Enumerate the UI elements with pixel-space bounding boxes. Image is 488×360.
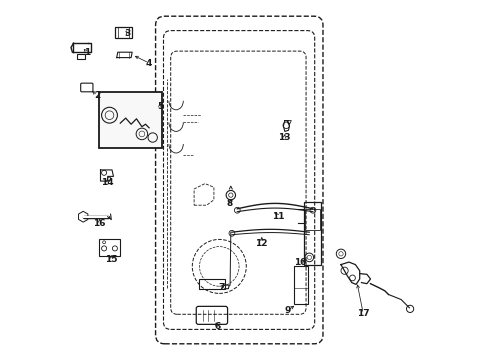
Text: 13: 13 — [277, 133, 290, 142]
Text: 7: 7 — [218, 284, 224, 292]
Bar — [199, 279, 224, 289]
Bar — [305, 209, 320, 230]
Text: 5: 5 — [157, 102, 163, 111]
Text: 12: 12 — [255, 238, 267, 248]
Text: 3: 3 — [124, 29, 130, 38]
Text: 15: 15 — [105, 256, 117, 264]
Text: 10: 10 — [293, 258, 306, 267]
Bar — [99, 239, 120, 256]
Text: 14: 14 — [101, 178, 113, 187]
Text: 9: 9 — [284, 306, 290, 315]
Text: 8: 8 — [226, 199, 233, 208]
Bar — [77, 54, 85, 59]
Text: 4: 4 — [145, 58, 152, 68]
Text: 2: 2 — [94, 91, 101, 100]
Text: 11: 11 — [272, 212, 285, 221]
Bar — [294, 266, 307, 304]
Text: 16: 16 — [93, 219, 106, 228]
Text: 1: 1 — [83, 48, 90, 57]
Text: 17: 17 — [356, 309, 369, 318]
Bar — [115, 27, 132, 38]
Bar — [99, 92, 162, 148]
Bar — [303, 202, 321, 265]
Text: 6: 6 — [214, 322, 220, 331]
